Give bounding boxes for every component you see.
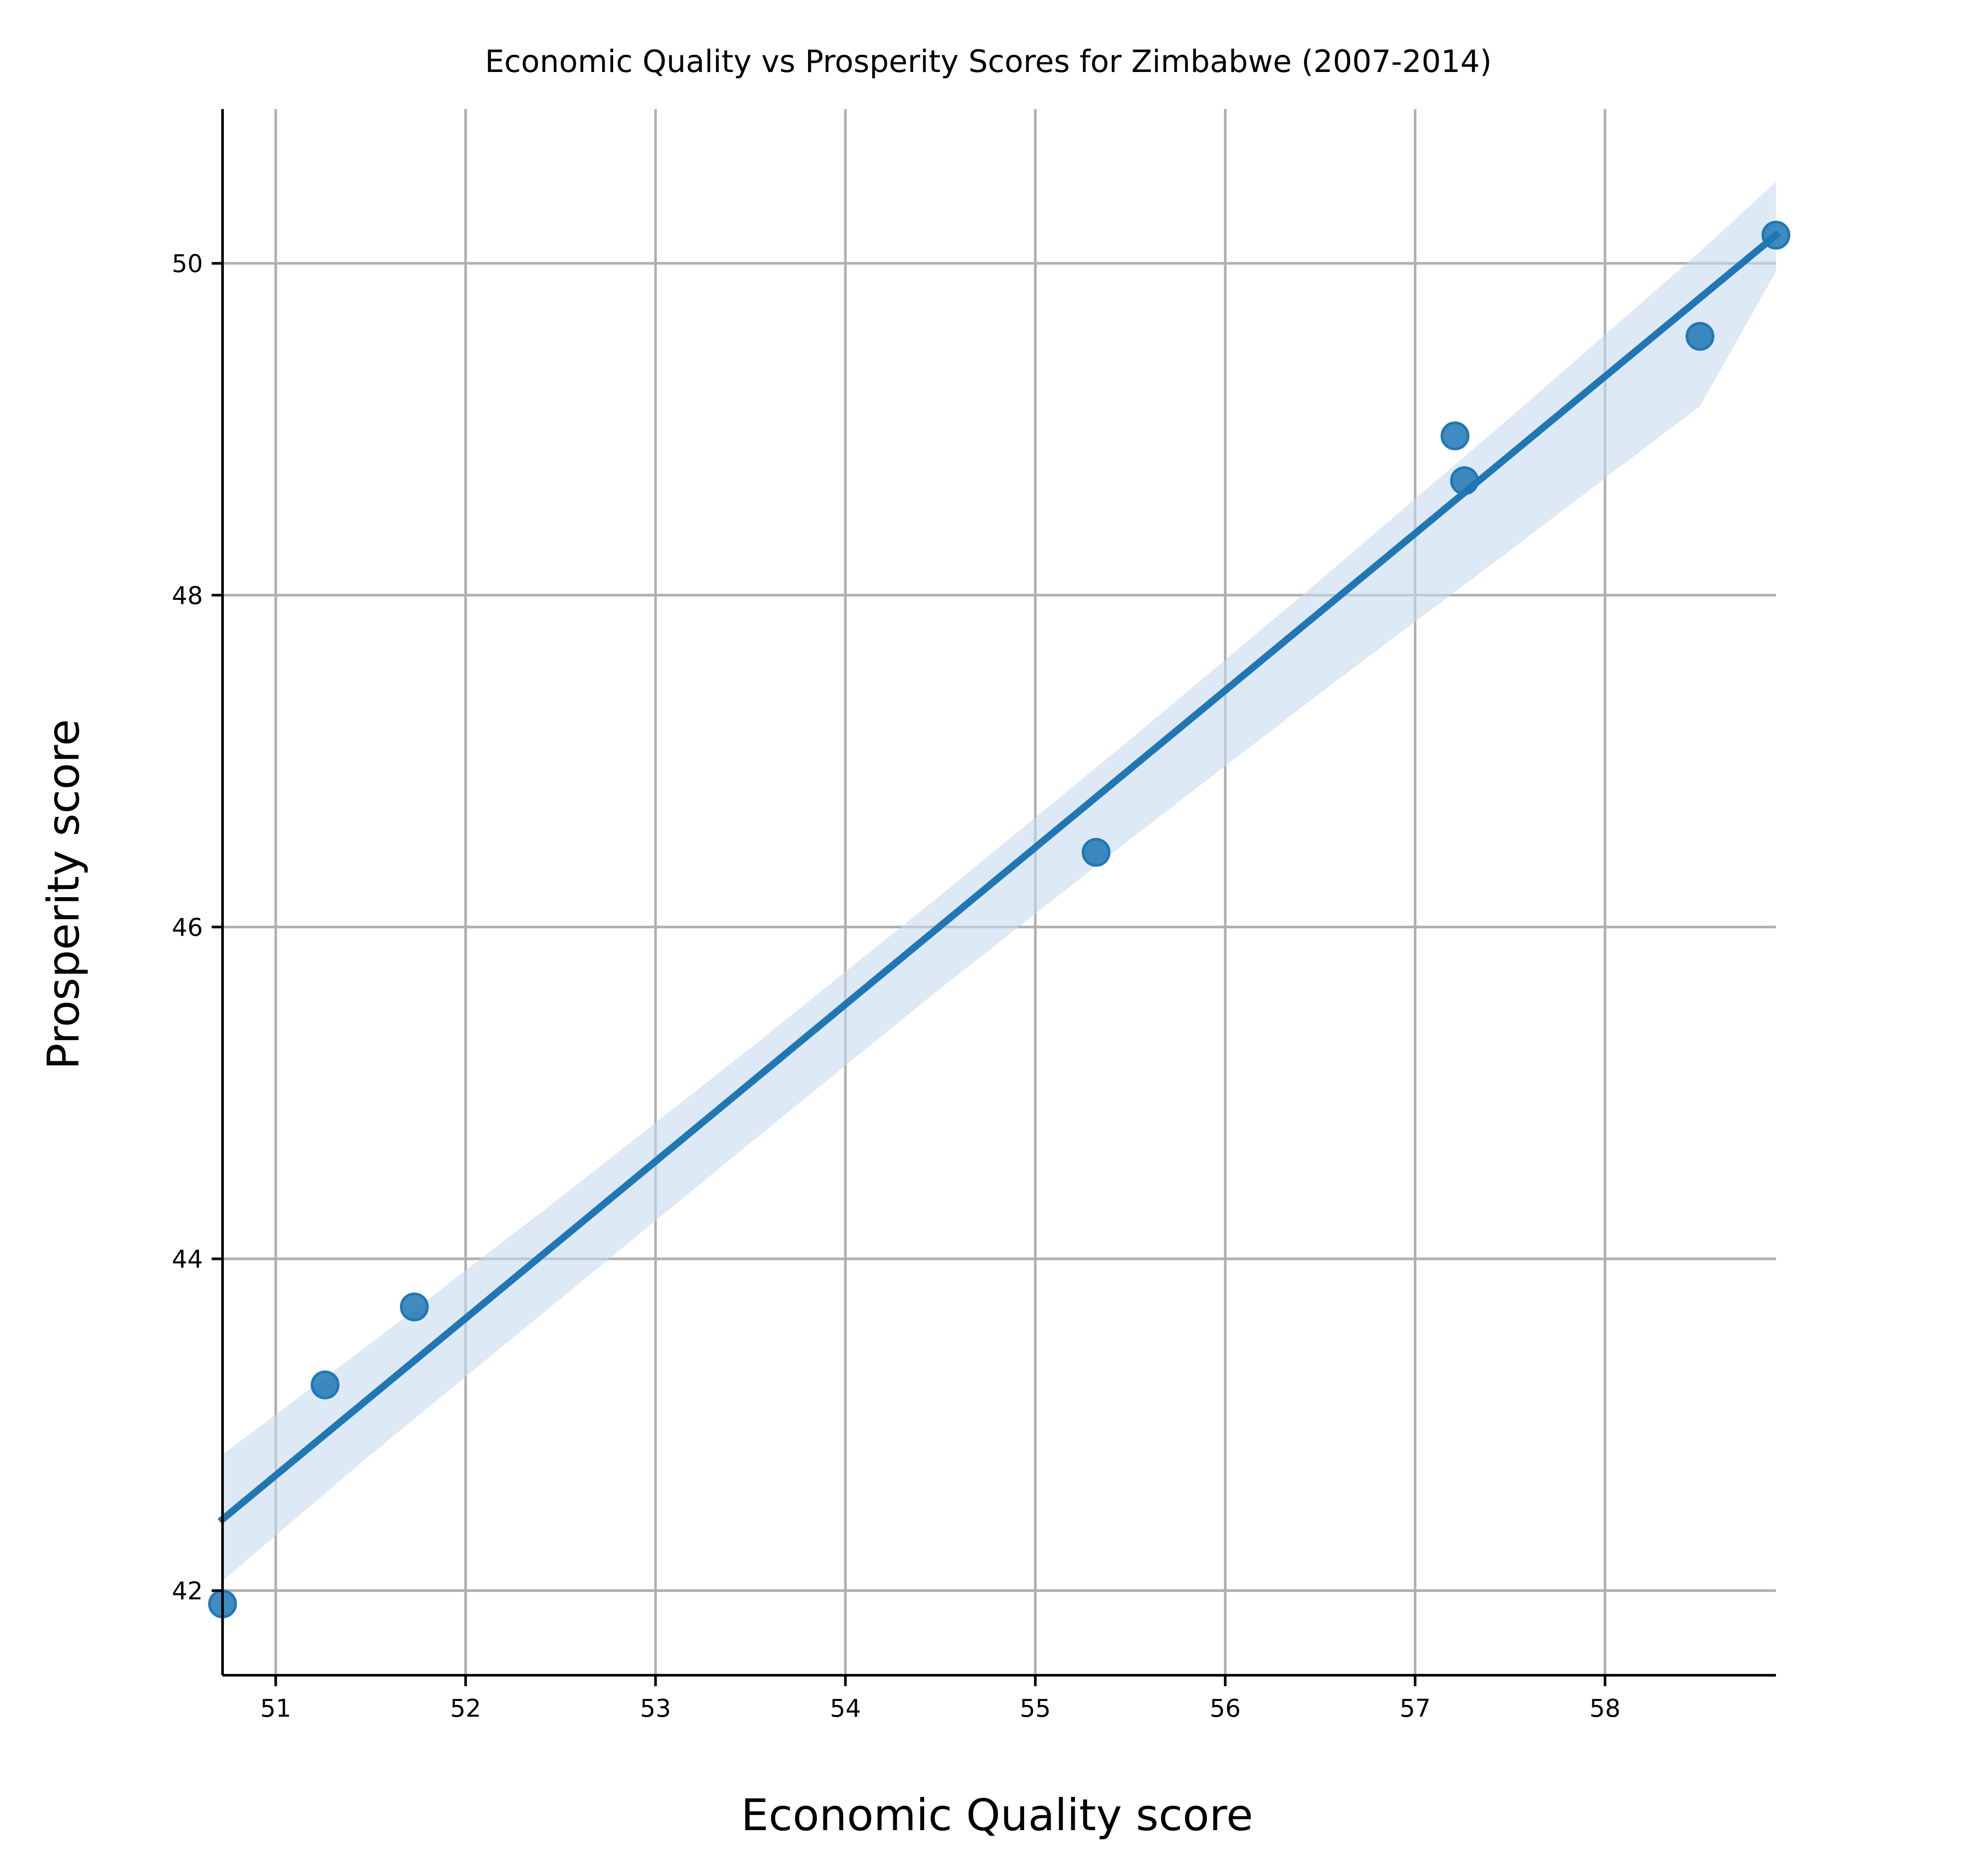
data-point-7 [1685,322,1714,351]
x-tick-labels: 51 52 53 54 55 56 57 58 [260,1694,1621,1723]
y-tick-labels: 42 44 46 48 50 [172,250,203,1605]
data-point-3 [400,1292,429,1321]
regression-line-group [217,230,1781,1524]
y-tick-label-44: 44 [172,1245,203,1273]
axes-spines [221,109,1776,1677]
x-tick-label-57: 57 [1399,1694,1430,1723]
chart-title: Economic Quality vs Prosperity Scores fo… [485,44,1491,79]
x-tick-label-53: 53 [640,1694,671,1723]
x-tick-label-55: 55 [1020,1694,1051,1723]
x-tick-label-52: 52 [450,1694,481,1723]
x-tick-label-58: 58 [1590,1694,1621,1723]
tick-marks [212,262,1607,1686]
data-point-4 [1081,838,1111,867]
x-axis-label: Economic Quality score [741,1790,1253,1841]
data-point-6 [1450,466,1479,495]
y-tick-label-42: 42 [172,1577,203,1605]
data-point-8 [1762,221,1790,250]
y-tick-label-46: 46 [172,914,203,942]
x-tick-label-56: 56 [1210,1694,1241,1723]
y-axis-label: Prosperity score [38,719,89,1070]
x-tick-label-51: 51 [260,1694,291,1723]
data-point-5 [1440,421,1470,451]
x-tick-label-54: 54 [830,1694,861,1723]
regression-line [217,230,1781,1524]
y-tick-label-50: 50 [172,250,203,278]
data-points [208,221,1790,1619]
y-tick-label-48: 48 [172,582,203,610]
data-point-2 [311,1370,340,1400]
